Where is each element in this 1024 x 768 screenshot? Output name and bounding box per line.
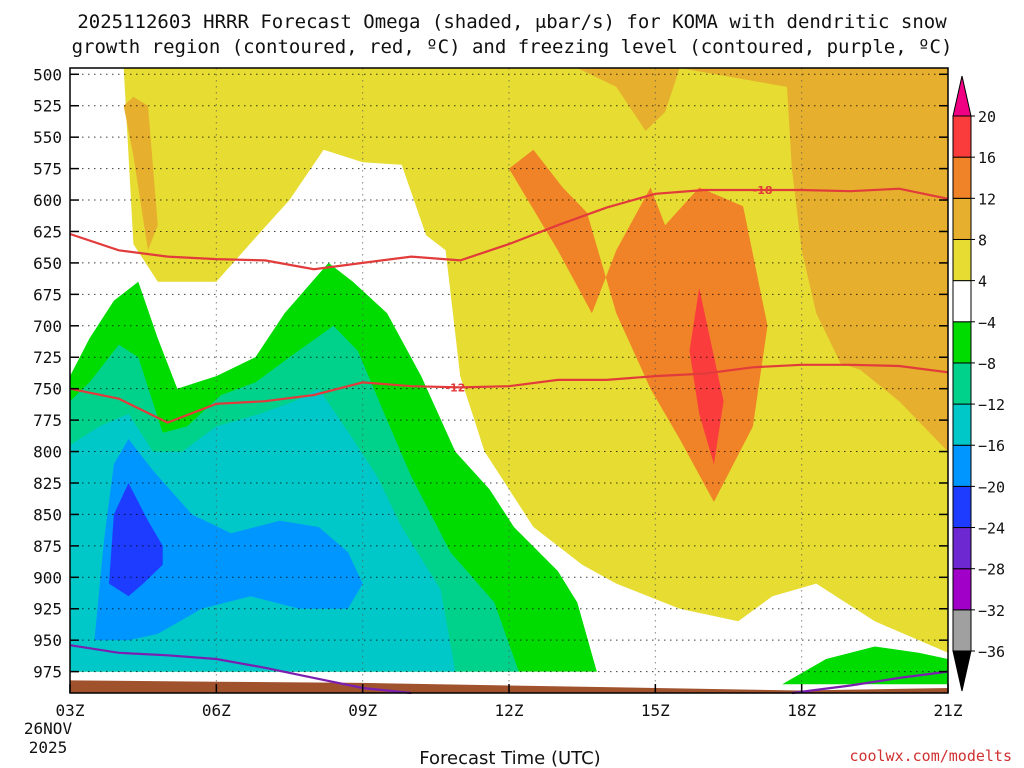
x-axis-title: Forecast Time (UTC) — [419, 748, 600, 768]
y-tick-label-575: 575 — [33, 160, 62, 179]
colorbar-label-2: 12 — [978, 190, 996, 208]
x-date-label-day: 26NOV — [24, 719, 73, 738]
y-tick-label-525: 525 — [33, 97, 62, 116]
x-axis: 03Z 06Z 09Z 12Z 15Z 18Z 21Z — [56, 684, 963, 720]
colorbar-label-5: −4 — [978, 314, 996, 332]
y-axis: 500 525 550 575 600 625 650 675 700 725 750 775 800 8… — [33, 65, 948, 682]
y-tick-label-500: 500 — [33, 65, 62, 84]
dgz-contour--18 — [69, 187, 949, 271]
colorbar-bin--24-to--20 — [952, 485, 972, 529]
y-tick-label-850: 850 — [33, 505, 62, 524]
colorbar-bin-16-to-20 — [952, 115, 972, 158]
x-tick-label-09Z: 09Z — [348, 701, 377, 720]
colorbar-bin--36-to--32 — [952, 609, 972, 652]
y-tick-label-550: 550 — [33, 128, 62, 147]
colorbar-bin-above-20 — [952, 75, 972, 117]
y-tick-label-975: 975 — [33, 663, 62, 682]
colorbar-bin--8-to--4 — [952, 321, 972, 364]
x-tick-label-15Z: 15Z — [641, 701, 670, 720]
colorbar-bin--20-to--16 — [952, 444, 972, 487]
y-tick-label-950: 950 — [33, 631, 62, 650]
colorbar-bin-8-to-12 — [952, 197, 972, 240]
y-tick-label-675: 675 — [33, 285, 62, 304]
x-date-label-year: 2025 — [29, 738, 68, 757]
site-credit: coolwx.com/modelts — [849, 747, 1012, 765]
omega-region-rising-16 — [689, 288, 724, 465]
y-tick-label-875: 875 — [33, 537, 62, 556]
colorbar-bin--4-to-4 — [952, 280, 972, 323]
x-tick-label-21Z: 21Z — [934, 701, 963, 720]
chart-title-line-1: 2025112603 HRRR Forecast Omega (shaded, … — [77, 11, 947, 33]
omega-region-rising-8 — [426, 68, 949, 452]
dgz-contour--12 — [69, 363, 949, 424]
colorbar-bin--28-to--24 — [952, 527, 972, 570]
colorbar-label-9: −20 — [978, 478, 1005, 496]
freezing-level-contour-1 — [69, 644, 412, 695]
y-tick-label-900: 900 — [33, 568, 62, 587]
y-tick-label-825: 825 — [33, 474, 62, 493]
y-tick-label-700: 700 — [33, 317, 62, 336]
y-tick-label-925: 925 — [33, 600, 62, 619]
colorbar-bin-below-36 — [952, 650, 972, 692]
omega-region-sinking-4-right — [782, 646, 948, 685]
x-tick-label-18Z: 18Z — [787, 701, 816, 720]
dgz-contour-label--12: -12 — [445, 381, 465, 394]
y-tick-label-725: 725 — [33, 348, 62, 367]
colorbar-label-3: 8 — [978, 231, 987, 249]
y-tick-label-650: 650 — [33, 254, 62, 273]
omega-region-sinking-16 — [94, 439, 363, 641]
colorbar-label-0: 20 — [978, 108, 996, 126]
colorbar-label-6: −8 — [978, 355, 996, 373]
colorbar: 20 16 12 8 4 −4 −8 −12 −16 −20 −24 −28 −32 −36 — [952, 75, 1005, 692]
dgz-contour-label--18: -18 — [753, 184, 773, 197]
colorbar-bin-12-to-16 — [952, 156, 972, 199]
y-tick-label-750: 750 — [33, 380, 62, 399]
colorbar-label-8: −16 — [978, 437, 1005, 455]
colorbar-label-10: −24 — [978, 520, 1005, 538]
omega-region-sinking-20 — [109, 483, 163, 597]
chart-title-line-2: growth region (contoured, red, ºC) and f… — [72, 36, 953, 58]
colorbar-label-11: −28 — [978, 561, 1005, 579]
colorbar-label-7: −12 — [978, 396, 1005, 414]
x-tick-label-06Z: 06Z — [202, 701, 231, 720]
freezing-level-contour-2 — [791, 670, 949, 695]
y-tick-label-600: 600 — [33, 191, 62, 210]
y-tick-label-625: 625 — [33, 222, 62, 241]
colorbar-label-12: −32 — [978, 602, 1005, 620]
y-tick-label-775: 775 — [33, 411, 62, 430]
y-tick-label-800: 800 — [33, 443, 62, 462]
colorbar-bin--16-to--12 — [952, 403, 972, 446]
gridlines — [70, 68, 948, 693]
omega-region-rising-8-left — [123, 96, 158, 251]
plot-area — [70, 68, 949, 693]
x-tick-label-12Z: 12Z — [495, 701, 524, 720]
colorbar-bin--12-to--8 — [952, 362, 972, 405]
colorbar-label-13: −36 — [978, 643, 1005, 661]
colorbar-bin--32-to--28 — [952, 568, 972, 611]
colorbar-bin-4-to-8 — [952, 238, 972, 282]
contour-lines: -18 -12 — [69, 184, 949, 695]
colorbar-label-4: 4 — [978, 273, 987, 291]
colorbar-label-1: 16 — [978, 149, 996, 167]
x-tick-label-03Z: 03Z — [56, 701, 85, 720]
